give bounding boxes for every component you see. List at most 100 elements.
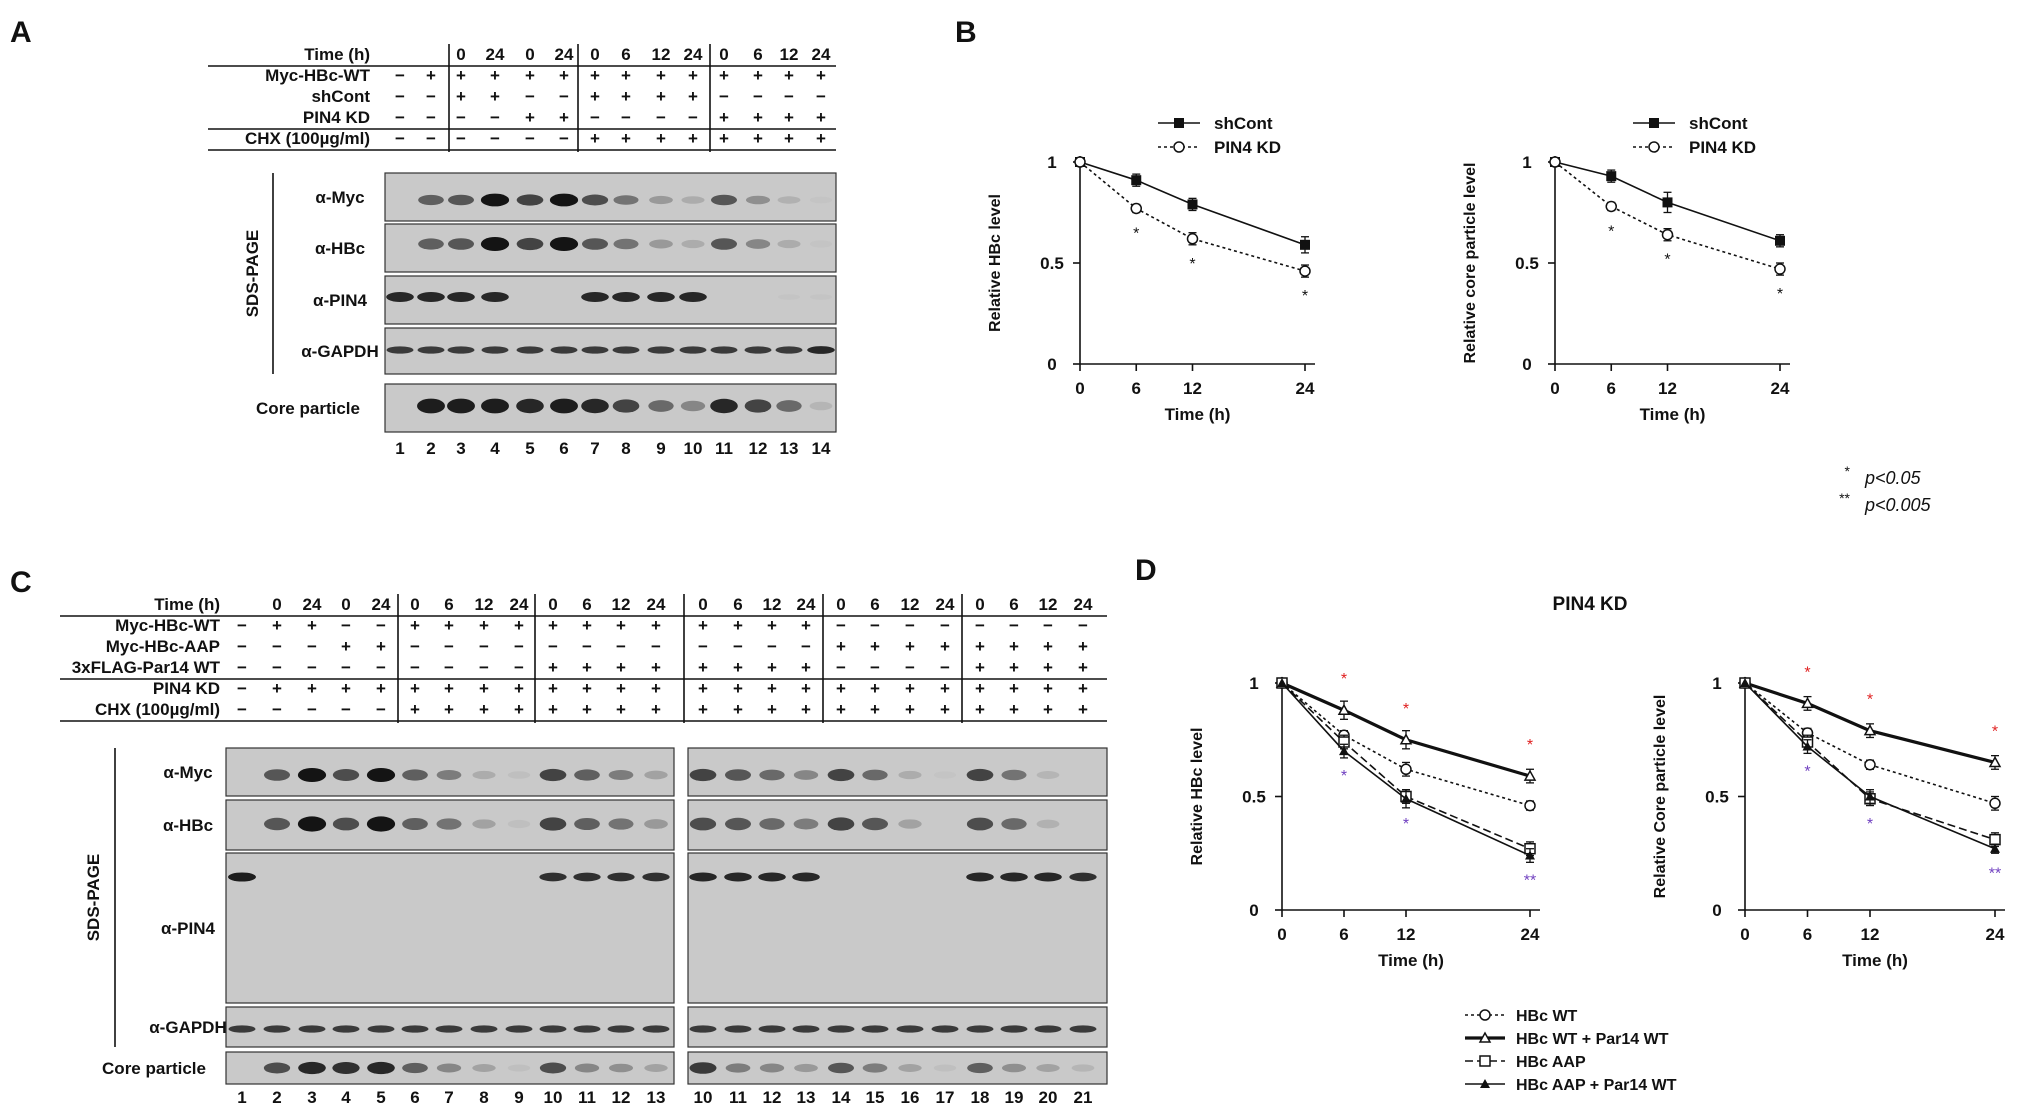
- lane-number: 12: [612, 1088, 631, 1107]
- core-band: [367, 1061, 395, 1075]
- data-point: [1549, 156, 1561, 168]
- myc-band: [472, 770, 496, 780]
- condition-sign: +: [651, 679, 661, 698]
- condition-sign: −: [733, 637, 743, 656]
- condition-sign: −: [444, 637, 454, 656]
- hbc-band: [966, 817, 994, 831]
- condition-sign: +: [656, 129, 666, 148]
- myc-band: [1001, 769, 1027, 781]
- myc-band: [689, 768, 717, 782]
- time-value: 0: [341, 595, 350, 614]
- y-tick-label: 1: [1249, 674, 1258, 693]
- data-point: [1400, 763, 1412, 776]
- condition-sign: −: [656, 108, 666, 127]
- condition-sign: +: [698, 658, 708, 677]
- legend-label: PIN4 KD: [1214, 138, 1281, 157]
- series-line: [1554, 161, 1781, 270]
- gapdh-band: [550, 346, 578, 354]
- condition-sign: −: [341, 700, 351, 719]
- condition-sign: +: [341, 679, 351, 698]
- data-point: [1865, 791, 1875, 801]
- y-tick-label: 0.5: [1705, 788, 1729, 807]
- significance-mark: *: [1302, 288, 1308, 305]
- legend-label: shCont: [1214, 114, 1273, 133]
- x-axis-label: Time (h): [1842, 951, 1908, 970]
- core-band: [680, 400, 706, 412]
- condition-sign: +: [801, 616, 811, 635]
- condition-sign: +: [582, 679, 592, 698]
- condition-sign: +: [410, 679, 420, 698]
- gapdh-band: [647, 346, 675, 354]
- condition-sign: +: [621, 87, 631, 106]
- condition-sign: −: [426, 87, 436, 106]
- panel-d: D PIN4 KD 0 0.5 1 0 6 12 24 Time (h) Relative HBc …: [1135, 554, 2005, 1094]
- condition-sign: +: [1009, 700, 1019, 719]
- core-band: [689, 1062, 717, 1074]
- condition-sign: +: [490, 66, 500, 85]
- condition-sign: +: [836, 700, 846, 719]
- pin4-band: [612, 292, 640, 302]
- condition-sign: +: [1043, 658, 1053, 677]
- significance-mark: *: [1403, 701, 1409, 718]
- hbc-band: [681, 239, 705, 249]
- pin4-band: [1034, 872, 1062, 882]
- significance-mark: *: [1804, 664, 1810, 681]
- time-value: 6: [582, 595, 591, 614]
- condition-sign: +: [688, 129, 698, 148]
- y-tick-label: 1: [1047, 153, 1056, 172]
- x-tick-label: 0: [1740, 925, 1749, 944]
- data-point: [1988, 755, 2002, 768]
- condition-sign: +: [975, 700, 985, 719]
- series-line: [1079, 161, 1306, 272]
- condition-sign: +: [525, 66, 535, 85]
- condition-label: Time (h): [154, 595, 220, 614]
- data-point: [1187, 199, 1198, 210]
- time-value: 12: [763, 595, 782, 614]
- x-axis-label: Time (h): [1378, 951, 1444, 970]
- condition-label: CHX (100µg/ml): [95, 700, 220, 719]
- myc-band: [793, 770, 819, 780]
- condition-sign: −: [456, 129, 466, 148]
- pin4-band: [386, 292, 414, 302]
- myc-band: [581, 194, 609, 206]
- pin4-band: [777, 294, 801, 300]
- time-value: 0: [836, 595, 845, 614]
- data-point: [1774, 263, 1786, 275]
- time-value: 12: [901, 595, 920, 614]
- myc-band: [402, 769, 428, 781]
- condition-sign: +: [307, 616, 317, 635]
- condition-sign: +: [590, 129, 600, 148]
- condition-sign: +: [456, 66, 466, 85]
- pin4-band: [228, 872, 256, 882]
- gapdh-band: [481, 346, 509, 354]
- gapdh-band: [642, 1025, 670, 1033]
- data-point: [1864, 758, 1876, 771]
- time-value: 24: [797, 595, 816, 614]
- hbc-band: [793, 818, 819, 830]
- lane-number: 18: [971, 1088, 990, 1107]
- pin4-band: [607, 872, 635, 882]
- condition-sign: −: [426, 108, 436, 127]
- data-point: [1648, 141, 1660, 153]
- condition-sign: −: [237, 679, 247, 698]
- condition-sign: −: [307, 658, 317, 677]
- significance-mark: **: [1524, 873, 1536, 890]
- core-band: [898, 1064, 922, 1072]
- blot-box: [225, 1006, 675, 1048]
- condition-sign: −: [376, 700, 386, 719]
- condition-sign: −: [940, 658, 950, 677]
- myc-band: [297, 767, 327, 783]
- condition-sign: +: [975, 679, 985, 698]
- data-point: [1478, 1031, 1492, 1043]
- condition-sign: −: [753, 87, 763, 106]
- y-tick-label: 0.5: [1242, 788, 1266, 807]
- core-band: [744, 399, 772, 413]
- myc-band: [264, 769, 290, 781]
- chart-d-legend: HBc WT HBc WT + Par14 WT HBc AAP HBc AAP + …: [1465, 1008, 1677, 1094]
- myc-band: [966, 768, 994, 782]
- myc-band: [539, 768, 567, 782]
- condition-sign: −: [444, 658, 454, 677]
- myc-band: [1036, 771, 1060, 779]
- myc-band: [898, 770, 922, 780]
- x-tick-label: 0: [1277, 925, 1286, 944]
